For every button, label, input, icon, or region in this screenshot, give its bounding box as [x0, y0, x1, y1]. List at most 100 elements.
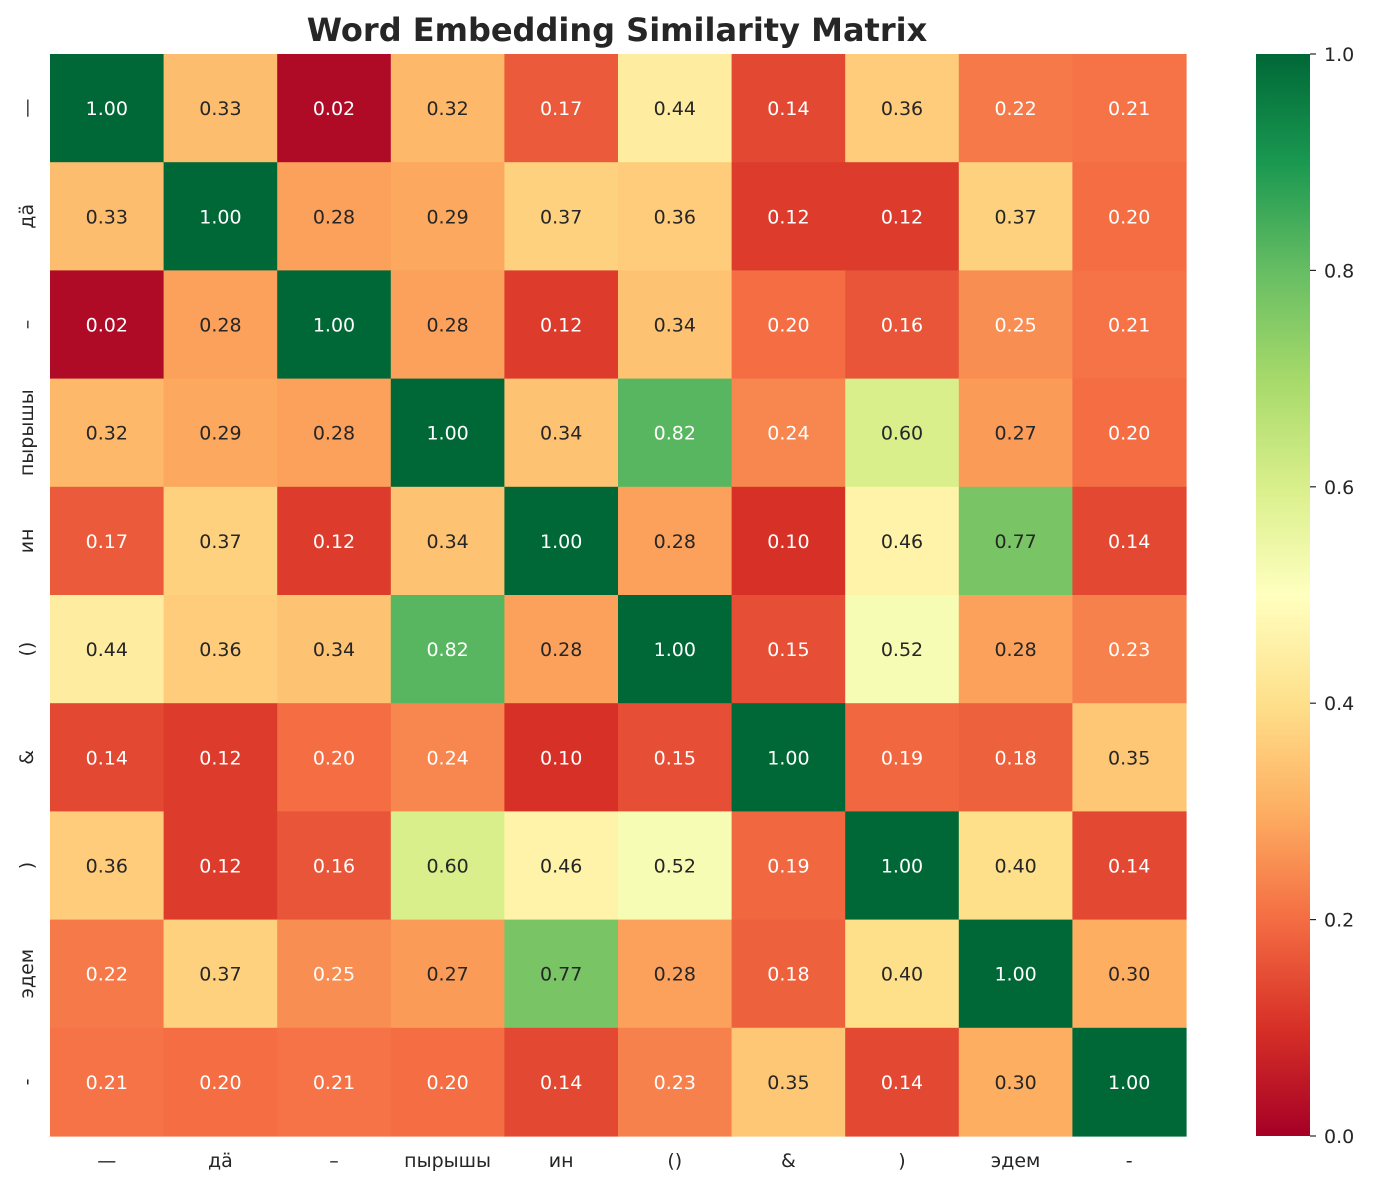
- heatmap-cell: [731, 486, 846, 596]
- heatmap-cell: [390, 595, 505, 704]
- cell-value-label: 1.00: [1108, 1072, 1150, 1094]
- cell-value-label: 0.77: [994, 531, 1036, 553]
- heatmap-cell: [504, 486, 619, 596]
- cell-value-label: 0.22: [994, 98, 1036, 120]
- cell-value-label: 0.52: [881, 639, 923, 661]
- heatmap-cell: [845, 486, 960, 596]
- heatmap-cell: [163, 919, 278, 1029]
- heatmap-cell: [504, 595, 619, 704]
- x-tick-label: дӓ: [208, 1150, 233, 1172]
- cell-value-label: 1.00: [86, 98, 128, 120]
- heatmap-cell: [618, 703, 733, 812]
- cell-value-label: 0.10: [540, 747, 582, 769]
- heatmap-cell: [504, 378, 619, 488]
- cell-value-label: 0.34: [426, 531, 468, 553]
- cell-value-label: 0.28: [313, 206, 355, 228]
- cell-value-label: 0.82: [426, 639, 468, 661]
- heatmap-cell: [163, 162, 278, 271]
- cell-value-label: 0.12: [199, 856, 241, 878]
- cell-value-label: 0.14: [881, 1072, 923, 1094]
- heatmap-cell: [163, 486, 278, 596]
- cell-value-label: 1.00: [994, 964, 1036, 986]
- heatmap-cell: [958, 486, 1073, 596]
- cell-value-label: 0.20: [313, 747, 355, 769]
- heatmap-cell: [277, 270, 392, 380]
- cell-value-label: 0.16: [881, 315, 923, 337]
- heatmap-cell: [50, 270, 165, 380]
- heatmap-cell: [1072, 595, 1187, 704]
- heatmap-cell: [1072, 54, 1187, 163]
- heatmap-cell: [390, 162, 505, 271]
- heatmap-cell: [277, 162, 392, 271]
- heatmap-cell: [390, 486, 505, 596]
- y-axis-ticks: — дӓ – пырышы ин () &) эдем -: [16, 99, 38, 1086]
- heatmap-cell: [958, 811, 1073, 921]
- heatmap-cell: [50, 486, 165, 596]
- heatmap-cell: [504, 54, 619, 163]
- heatmap-cell: [504, 703, 619, 812]
- heatmap-cell: [50, 919, 165, 1029]
- y-tick-label: -: [16, 1078, 38, 1085]
- heatmap-cell: [50, 378, 165, 488]
- cell-value-label: 0.34: [313, 639, 355, 661]
- x-tick-label: пырышы: [404, 1150, 491, 1172]
- heatmap-cell: [163, 378, 278, 488]
- heatmap-cell: [958, 54, 1073, 163]
- heatmap-cell: [845, 54, 960, 163]
- cell-value-label: 0.14: [1108, 856, 1150, 878]
- heatmap-cell: [618, 919, 733, 1029]
- heatmap-cell: [845, 162, 960, 271]
- cell-value-label: 0.12: [881, 206, 923, 228]
- heatmap-cell: [618, 1027, 733, 1137]
- heatmap-cell: [277, 378, 392, 488]
- cell-value-label: 0.24: [426, 747, 468, 769]
- cell-value-label: 0.21: [313, 1072, 355, 1094]
- cell-value-label: 0.20: [1108, 206, 1150, 228]
- cell-value-label: 0.22: [86, 964, 128, 986]
- heatmap-cell: [50, 703, 165, 812]
- x-tick-label: эдем: [991, 1150, 1041, 1172]
- cell-value-label: 0.36: [654, 206, 696, 228]
- cell-value-label: 0.20: [1108, 423, 1150, 445]
- chart-title: Word Embedding Similarity Matrix: [307, 11, 928, 49]
- cell-value-label: 0.14: [540, 1072, 582, 1094]
- heatmap-cell: [731, 1027, 846, 1137]
- heatmap-cell: [504, 1027, 619, 1137]
- heatmap-cell: [1072, 811, 1187, 921]
- y-tick-label: (): [16, 642, 38, 657]
- cell-value-label: 0.52: [654, 856, 696, 878]
- heatmap-cell: [1072, 703, 1187, 812]
- cell-value-label: 0.14: [1108, 531, 1150, 553]
- cell-value-label: 0.21: [1108, 315, 1150, 337]
- y-tick-label: ин: [16, 529, 38, 554]
- heatmap-cell: [390, 270, 505, 380]
- x-tick-label: -: [1126, 1150, 1133, 1172]
- colorbar-tick-label: 0.0: [1324, 1126, 1354, 1148]
- cell-value-label: 0.28: [654, 964, 696, 986]
- heatmap-cell: [1072, 919, 1187, 1029]
- cell-value-label: 0.28: [426, 315, 468, 337]
- cell-value-label: 0.18: [767, 964, 809, 986]
- heatmap-cell: [390, 703, 505, 812]
- heatmap-cell: [731, 54, 846, 163]
- heatmap-cell: [1072, 1027, 1187, 1137]
- cell-value-label: 0.18: [994, 747, 1036, 769]
- heatmap-cell: [50, 811, 165, 921]
- cell-value-label: 0.28: [313, 423, 355, 445]
- heatmap-cell: [277, 703, 392, 812]
- cell-value-label: 0.46: [881, 531, 923, 553]
- heatmap-cell: [1072, 162, 1187, 271]
- cell-value-label: 0.23: [1108, 639, 1150, 661]
- heatmap-cell: [845, 703, 960, 812]
- y-tick-label: —: [16, 99, 38, 118]
- heatmap-cell: [731, 811, 846, 921]
- heatmap-cell: [504, 919, 619, 1029]
- heatmap-cell: [277, 1027, 392, 1137]
- cell-value-label: 0.02: [313, 98, 355, 120]
- cell-value-label: 0.44: [86, 639, 128, 661]
- heatmap-cell: [163, 54, 278, 163]
- cell-value-label: 1.00: [881, 856, 923, 878]
- cell-value-label: 0.27: [426, 964, 468, 986]
- heatmap-cell: [618, 270, 733, 380]
- cell-value-label: 1.00: [313, 315, 355, 337]
